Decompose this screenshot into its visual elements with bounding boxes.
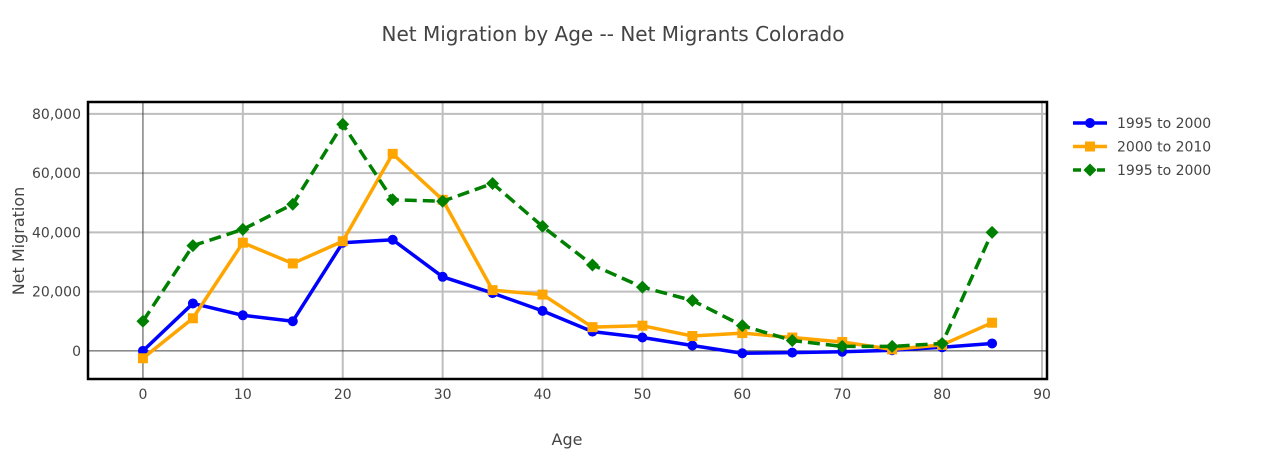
x-tick-label: 60 bbox=[733, 387, 751, 403]
legend-item[interactable]: 1995 to 2000 bbox=[1073, 116, 1211, 132]
data-point bbox=[737, 328, 748, 339]
x-tick-label: 10 bbox=[234, 387, 252, 403]
y-axis-title: Net Migration bbox=[9, 187, 28, 296]
data-point bbox=[687, 340, 698, 351]
x-tick-label: 50 bbox=[634, 387, 652, 403]
plot-frame bbox=[86, 100, 1049, 381]
data-point bbox=[236, 222, 250, 236]
y-tick-label: 80,000 bbox=[32, 107, 81, 123]
data-point bbox=[687, 331, 698, 342]
data-point bbox=[685, 293, 699, 307]
x-tick-label: 20 bbox=[334, 387, 352, 403]
data-point bbox=[286, 197, 300, 211]
y-tick-label: 60,000 bbox=[32, 166, 81, 182]
legend-marker bbox=[1085, 118, 1095, 128]
y-tick-label: 0 bbox=[72, 344, 81, 360]
series-2 bbox=[137, 148, 998, 364]
series-layer bbox=[136, 117, 999, 364]
y-tick-labels: 0 20,000 40,000 60,000 80,000 bbox=[32, 107, 81, 360]
data-point bbox=[985, 225, 999, 239]
legend-label: 1995 to 2000 bbox=[1117, 163, 1211, 179]
y-tick-label: 40,000 bbox=[32, 225, 81, 241]
data-point bbox=[885, 339, 899, 353]
data-point bbox=[287, 258, 298, 269]
data-point bbox=[735, 319, 749, 333]
data-point bbox=[487, 285, 498, 296]
legend-marker bbox=[1083, 163, 1097, 177]
data-point bbox=[585, 258, 599, 272]
x-tick-label: 30 bbox=[434, 387, 452, 403]
legend-item[interactable]: 1995 to 2000 bbox=[1073, 163, 1211, 179]
data-point bbox=[287, 316, 298, 327]
x-axis-title: Age bbox=[552, 430, 583, 449]
legend-marker bbox=[1085, 141, 1095, 152]
data-point bbox=[336, 117, 350, 131]
data-point bbox=[537, 289, 548, 300]
x-tick-label: 90 bbox=[1033, 387, 1051, 403]
data-point bbox=[637, 320, 648, 331]
data-point bbox=[387, 234, 398, 245]
data-point bbox=[386, 193, 400, 207]
data-point bbox=[137, 353, 148, 364]
data-point bbox=[787, 347, 798, 358]
data-point bbox=[186, 239, 200, 253]
series-3 bbox=[136, 117, 999, 353]
data-point bbox=[387, 148, 398, 159]
data-point bbox=[486, 176, 500, 190]
data-point bbox=[637, 332, 648, 343]
x-tick-label: 40 bbox=[534, 387, 552, 403]
data-point bbox=[835, 339, 849, 353]
data-point bbox=[987, 317, 998, 328]
y-tick-label: 20,000 bbox=[32, 285, 81, 301]
legend-item[interactable]: 2000 to 2010 bbox=[1073, 140, 1211, 156]
data-point bbox=[237, 237, 248, 248]
series-line bbox=[141, 122, 994, 349]
data-point bbox=[436, 194, 450, 208]
x-tick-label: 70 bbox=[833, 387, 851, 403]
legend-label: 2000 to 2010 bbox=[1117, 140, 1211, 156]
data-point bbox=[587, 322, 598, 333]
data-point bbox=[737, 348, 748, 359]
data-point bbox=[935, 336, 949, 350]
x-tick-labels: 0 10 20 30 40 50 60 70 80 90 bbox=[138, 387, 1050, 403]
data-point bbox=[537, 305, 548, 316]
data-point bbox=[136, 314, 150, 328]
zero-lines bbox=[88, 102, 1047, 379]
data-point bbox=[187, 298, 198, 309]
data-point bbox=[337, 236, 348, 247]
chart-title: Net Migration by Age -- Net Migrants Col… bbox=[382, 22, 845, 46]
data-point bbox=[187, 313, 198, 324]
legend[interactable]: 1995 to 2000 2000 to 2010 1995 to 2000 bbox=[1073, 116, 1211, 179]
x-tick-label: 80 bbox=[933, 387, 951, 403]
data-point bbox=[237, 310, 248, 321]
legend-label: 1995 to 2000 bbox=[1117, 116, 1211, 132]
grid bbox=[88, 102, 1047, 379]
data-point bbox=[437, 271, 448, 282]
data-point bbox=[536, 219, 550, 233]
x-tick-label: 0 bbox=[138, 387, 147, 403]
series-line bbox=[141, 238, 993, 355]
data-point bbox=[785, 333, 799, 347]
data-point bbox=[635, 280, 649, 294]
data-point bbox=[987, 338, 998, 349]
series-line bbox=[141, 152, 993, 360]
